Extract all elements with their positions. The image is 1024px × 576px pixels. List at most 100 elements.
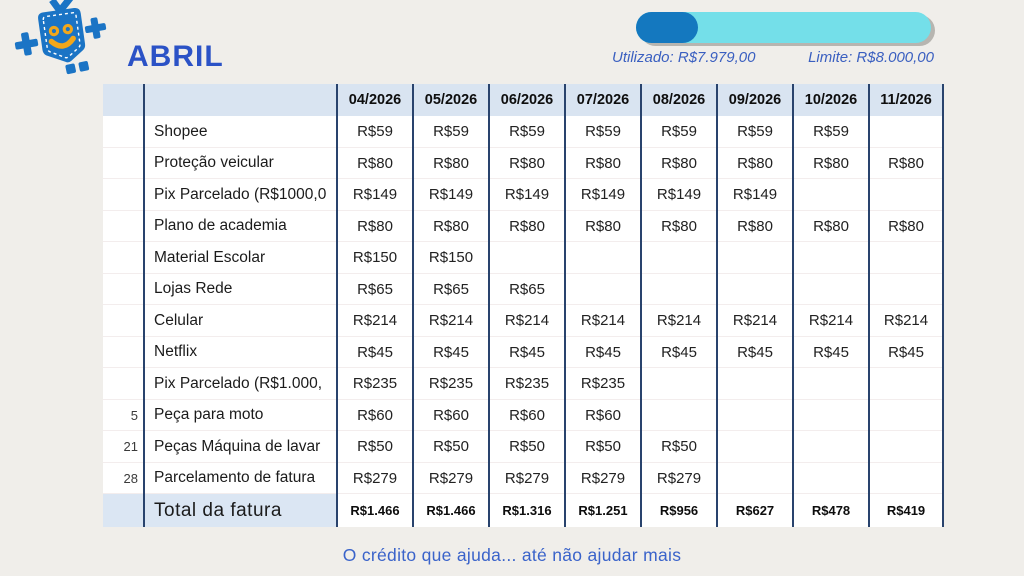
amount-cell[interactable]: R$80 [716,147,792,179]
item-name-cell[interactable]: Netflix [143,336,336,368]
amount-cell[interactable]: R$80 [336,147,412,179]
amount-cell[interactable] [868,399,944,431]
item-name-cell[interactable]: Shopee [143,116,336,148]
amount-cell[interactable] [868,116,944,148]
amount-cell[interactable] [792,462,868,494]
amount-cell[interactable]: R$45 [792,336,868,368]
item-name-cell[interactable]: Peças Máquina de lavar [143,431,336,463]
amount-cell[interactable]: R$214 [488,305,564,337]
amount-cell[interactable] [792,399,868,431]
amount-cell[interactable]: R$214 [716,305,792,337]
day-cell[interactable] [103,242,143,274]
amount-cell[interactable] [868,273,944,305]
amount-cell[interactable] [488,242,564,274]
amount-cell[interactable]: R$80 [868,210,944,242]
amount-cell[interactable]: R$59 [716,116,792,148]
amount-cell[interactable]: R$235 [336,368,412,400]
amount-cell[interactable]: R$50 [640,431,716,463]
day-cell[interactable] [103,211,143,243]
amount-cell[interactable]: R$214 [792,305,868,337]
amount-cell[interactable]: R$59 [412,116,488,148]
day-cell[interactable]: 5 [130,407,138,423]
amount-cell[interactable] [640,242,716,274]
amount-cell[interactable]: R$65 [336,273,412,305]
amount-cell[interactable]: R$149 [640,179,716,211]
amount-cell[interactable] [716,242,792,274]
amount-cell[interactable]: R$150 [336,242,412,274]
item-name-cell[interactable]: Celular [143,305,336,337]
amount-cell[interactable]: R$80 [488,210,564,242]
amount-cell[interactable]: R$235 [412,368,488,400]
amount-cell[interactable]: R$150 [412,242,488,274]
amount-cell[interactable]: R$80 [412,147,488,179]
day-cell[interactable] [103,274,143,306]
day-cell[interactable]: 28 [123,470,138,486]
amount-cell[interactable]: R$59 [792,116,868,148]
day-cell[interactable]: 21 [123,439,138,455]
amount-cell[interactable] [640,399,716,431]
amount-cell[interactable]: R$80 [792,210,868,242]
amount-cell[interactable] [792,179,868,211]
amount-cell[interactable] [716,462,792,494]
amount-cell[interactable] [868,179,944,211]
amount-cell[interactable]: R$60 [564,399,640,431]
amount-cell[interactable]: R$80 [564,147,640,179]
amount-cell[interactable]: R$80 [792,147,868,179]
amount-cell[interactable]: R$279 [412,462,488,494]
amount-cell[interactable]: R$214 [640,305,716,337]
amount-cell[interactable]: R$235 [564,368,640,400]
item-name-cell[interactable]: Parcelamento de fatura [143,462,336,494]
amount-cell[interactable]: R$80 [716,210,792,242]
amount-cell[interactable] [868,431,944,463]
amount-cell[interactable]: R$214 [868,305,944,337]
amount-cell[interactable]: R$149 [488,179,564,211]
amount-cell[interactable]: R$45 [412,336,488,368]
amount-cell[interactable]: R$59 [640,116,716,148]
day-cell[interactable] [103,148,143,180]
amount-cell[interactable] [868,368,944,400]
amount-cell[interactable] [564,273,640,305]
item-name-cell[interactable]: Plano de academia [143,210,336,242]
amount-cell[interactable]: R$214 [336,305,412,337]
day-cell[interactable] [103,368,143,400]
amount-cell[interactable]: R$59 [564,116,640,148]
amount-cell[interactable] [792,431,868,463]
amount-cell[interactable] [868,242,944,274]
item-name-cell[interactable]: Pix Parcelado (R$1000,0 [143,179,336,211]
amount-cell[interactable]: R$50 [412,431,488,463]
amount-cell[interactable] [640,368,716,400]
amount-cell[interactable]: R$149 [564,179,640,211]
amount-cell[interactable]: R$59 [336,116,412,148]
amount-cell[interactable]: R$279 [640,462,716,494]
amount-cell[interactable]: R$149 [716,179,792,211]
amount-cell[interactable]: R$59 [488,116,564,148]
item-name-cell[interactable]: Peça para moto [143,399,336,431]
amount-cell[interactable]: R$80 [564,210,640,242]
item-name-cell[interactable]: Lojas Rede [143,273,336,305]
amount-cell[interactable]: R$80 [336,210,412,242]
amount-cell[interactable]: R$80 [868,147,944,179]
amount-cell[interactable] [640,273,716,305]
amount-cell[interactable]: R$60 [488,399,564,431]
amount-cell[interactable]: R$45 [488,336,564,368]
item-name-cell[interactable]: Material Escolar [143,242,336,274]
amount-cell[interactable]: R$214 [412,305,488,337]
amount-cell[interactable]: R$149 [336,179,412,211]
day-cell[interactable] [103,179,143,211]
amount-cell[interactable]: R$235 [488,368,564,400]
item-name-cell[interactable]: Proteção veicular [143,147,336,179]
amount-cell[interactable]: R$80 [640,210,716,242]
amount-cell[interactable]: R$45 [868,336,944,368]
amount-cell[interactable] [564,242,640,274]
amount-cell[interactable] [792,273,868,305]
amount-cell[interactable]: R$50 [336,431,412,463]
day-cell[interactable] [103,337,143,369]
amount-cell[interactable] [716,368,792,400]
day-cell[interactable] [103,305,143,337]
amount-cell[interactable]: R$149 [412,179,488,211]
amount-cell[interactable]: R$45 [564,336,640,368]
amount-cell[interactable] [792,242,868,274]
amount-cell[interactable] [716,273,792,305]
amount-cell[interactable]: R$279 [488,462,564,494]
amount-cell[interactable]: R$279 [336,462,412,494]
